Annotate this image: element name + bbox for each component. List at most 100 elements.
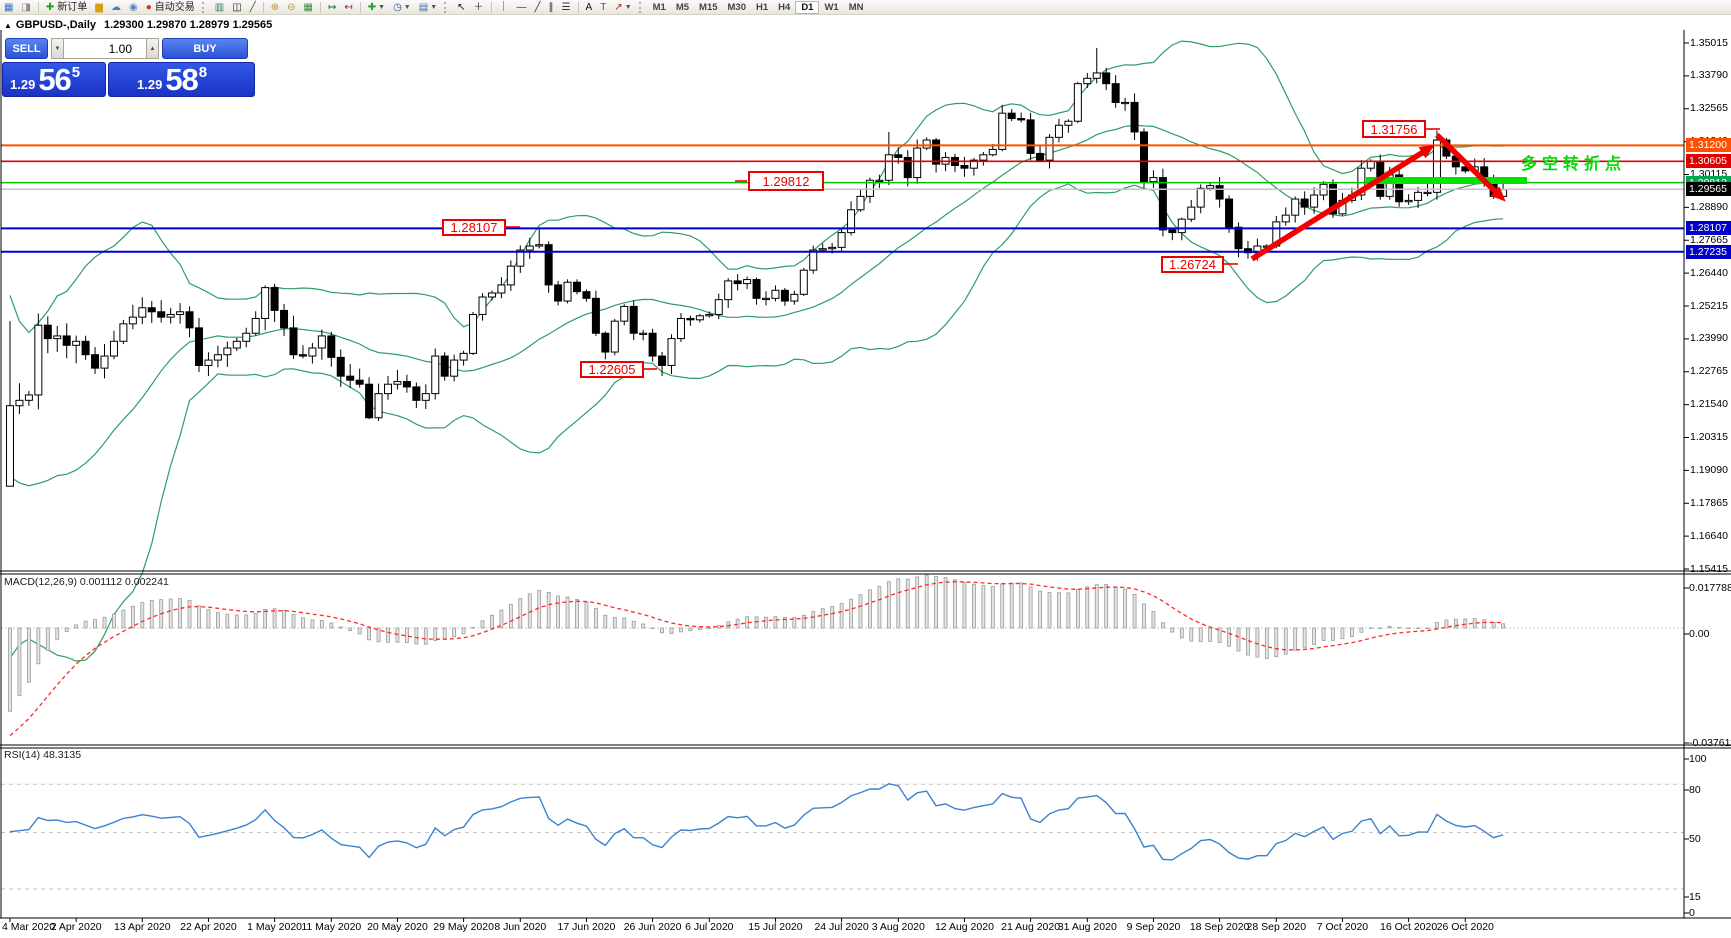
tile-windows-icon[interactable]: ▦: [300, 1, 317, 14]
auto-trading-icon[interactable]: ● 自动交易: [142, 1, 199, 14]
candlestick-icon: ◫: [232, 1, 242, 13]
toolbar-grip[interactable]: [444, 1, 450, 13]
volume-down-button[interactable]: ▼: [51, 38, 64, 59]
toolbar-grip[interactable]: [638, 1, 645, 13]
price-badge-1.31200: 1.31200: [1686, 138, 1731, 153]
date-axis-label: 4 Mar 2020: [2, 921, 56, 933]
periods-icon[interactable]: ◷ ▼: [389, 1, 415, 14]
new-order-icon: ✚: [45, 1, 55, 13]
cursor-icon: ↖: [457, 1, 466, 13]
toolbar-separator: [262, 1, 264, 13]
timeframe-button-h4[interactable]: H4: [778, 1, 791, 13]
price-axis-tick: 1.32565: [1690, 102, 1728, 115]
volume-input[interactable]: 1.00: [64, 38, 146, 59]
dropdown-arrow-icon[interactable]: ▼: [378, 3, 386, 11]
chart-shift-icon: ↤: [344, 1, 353, 13]
price-axis-tick: 1.27665: [1690, 233, 1728, 246]
sell-button[interactable]: SELL: [5, 38, 48, 59]
price-axis-tick: 1.22765: [1690, 365, 1728, 378]
dropdown-arrow-icon[interactable]: ▼: [624, 3, 632, 11]
toolbar-separator: [577, 1, 579, 13]
new-chart-icon[interactable]: ▦: [0, 1, 17, 14]
timeframe-button-m15[interactable]: M15: [699, 1, 718, 13]
date-axis-label: 11 May 2020: [301, 921, 362, 933]
new-order-icon[interactable]: ✚ 新订单: [42, 1, 91, 14]
price-axis-tick: 1.28890: [1690, 200, 1728, 213]
signals-icon[interactable]: ◉: [125, 1, 142, 14]
indicator-axis-tick: 80: [1689, 784, 1701, 796]
gold-icon[interactable]: ▆: [91, 1, 107, 14]
horizontal-line-icon[interactable]: —: [513, 1, 531, 14]
vertical-line-icon: ｜: [498, 1, 509, 13]
price-axis-tick: 1.23990: [1690, 332, 1728, 345]
date-axis-label: 28 Sep 2020: [1246, 921, 1307, 933]
price-callout-1.26724[interactable]: 1.26724: [1161, 256, 1224, 273]
timeframe-button-d1[interactable]: D1: [795, 0, 820, 14]
fibonacci-icon[interactable]: ☰: [558, 1, 575, 14]
zoom-out-icon: ⊖: [287, 1, 296, 13]
dropdown-arrow-icon[interactable]: ▼: [430, 3, 438, 11]
indicator-axis-tick: 100: [1689, 753, 1707, 765]
date-axis-label: 12 Aug 2020: [934, 921, 994, 933]
profiles-icon[interactable]: ◨: [17, 1, 34, 14]
crosshair-icon[interactable]: ＋: [470, 1, 488, 14]
chart-shift-icon[interactable]: ↤: [340, 1, 356, 14]
main-toolbar: ▦ ◨ ✚ 新订单 ▆ ☁ ◉ ● 自动交易 ▥ ◫ ╱ ⊕ ⊖ ▦ ↦ ↤ ✚ ▼ ◷ ▼ ▤ ▼ ↖ ＋｜ — ╱ ∥ ☰ A T ↗ ▼ M…: [0, 0, 1731, 15]
timeframe-button-mn[interactable]: MN: [848, 1, 864, 13]
date-axis-label: 6 Jul 2020: [685, 921, 734, 933]
price-badge-1.27235: 1.27235: [1686, 244, 1731, 259]
line-chart-icon[interactable]: ╱: [246, 1, 260, 14]
bar-chart-icon[interactable]: ▥: [211, 1, 228, 14]
price-axis-tick: 1.33790: [1690, 69, 1728, 82]
line-chart-icon: ╱: [249, 1, 256, 13]
price-badge-1.28107: 1.28107: [1686, 221, 1731, 236]
price-callout-1.31756[interactable]: 1.31756: [1362, 120, 1426, 138]
timeframe-button-w1[interactable]: W1: [824, 1, 839, 13]
indicators-icon[interactable]: ✚ ▼: [364, 1, 389, 14]
templates-icon[interactable]: ▤ ▼: [415, 1, 441, 14]
timeframe-button-m1[interactable]: M1: [652, 1, 666, 13]
dropdown-arrow-icon[interactable]: ▼: [403, 3, 411, 11]
community-cloud-icon[interactable]: ☁: [107, 1, 125, 14]
templates-icon: ▤: [418, 1, 429, 13]
sell-price-small: 1.29: [10, 77, 36, 92]
symbol-title: GBPUSD-,Daily: [15, 19, 96, 31]
sell-price-tile[interactable]: 1.29 56 5: [2, 62, 106, 97]
volume-spinner: ▼ 1.00 ▲: [51, 38, 159, 59]
one-click-collapse-icon[interactable]: ▲: [4, 21, 12, 30]
cursor-icon[interactable]: ↖: [453, 1, 469, 14]
volume-up-button[interactable]: ▲: [146, 38, 159, 59]
buy-price-tile[interactable]: 1.29 58 8: [108, 62, 255, 97]
candlestick-icon[interactable]: ◫: [228, 1, 245, 14]
arrows-icon: ↗: [614, 1, 623, 13]
timeframe-button-h1[interactable]: H1: [756, 1, 769, 13]
timeframe-button-m30[interactable]: M30: [727, 1, 746, 13]
community-cloud-icon: ☁: [111, 1, 121, 13]
timeframe-button-m5[interactable]: M5: [675, 1, 690, 13]
date-axis-label: 22 Apr 2020: [180, 921, 237, 933]
zoom-out-icon[interactable]: ⊖: [283, 1, 299, 14]
auto-scroll-icon[interactable]: ↦: [324, 1, 340, 14]
price-callout-1.28107[interactable]: 1.28107: [442, 219, 506, 236]
arrows-icon[interactable]: ↗ ▼: [610, 1, 635, 14]
channel-icon[interactable]: ∥: [545, 1, 558, 14]
text-label-icon[interactable]: T: [596, 1, 610, 14]
toolbar-separator: [490, 1, 492, 13]
text-icon[interactable]: A: [582, 1, 597, 14]
price-axis-tick: 1.16640: [1690, 529, 1728, 542]
fibonacci-icon: ☰: [561, 1, 571, 13]
zoom-in-icon[interactable]: ⊕: [267, 1, 283, 14]
buy-button[interactable]: BUY: [162, 38, 248, 59]
price-callout-1.22605[interactable]: 1.22605: [580, 361, 644, 378]
price-callout-1.29812[interactable]: 1.29812: [748, 171, 824, 191]
turning-point-annotation[interactable]: 多空转折点: [1521, 156, 1627, 173]
trendline-icon[interactable]: ╱: [531, 1, 545, 14]
vertical-line-icon[interactable]: ｜: [495, 1, 513, 14]
toolbar-grip[interactable]: [201, 1, 208, 13]
date-axis-label: 24 Jul 2020: [814, 921, 869, 933]
indicator-axis-tick: 0.017788: [1689, 582, 1731, 594]
periods-icon: ◷: [393, 1, 402, 13]
date-axis-label: 26 Jun 2020: [623, 921, 682, 933]
